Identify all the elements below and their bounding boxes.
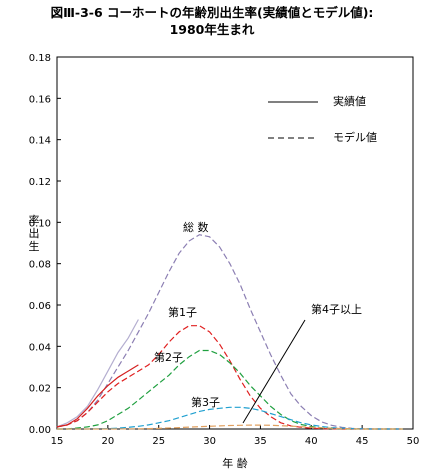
- y-tick-label: 0.14: [29, 136, 51, 147]
- y-tick-label: 0.04: [29, 342, 51, 353]
- series-line-total-actual: [56, 319, 139, 428]
- x-axis: 15 20 25 30 35 40 45 50: [51, 425, 420, 447]
- x-tick-label: 45: [356, 436, 369, 447]
- y-tick-label: 0.02: [29, 384, 51, 395]
- annotation-fourth: 第4子以上: [311, 302, 362, 316]
- x-tick-label: 40: [305, 436, 318, 447]
- plot-frame: [56, 56, 414, 430]
- annotation-third: 第3子: [191, 395, 220, 409]
- y-tick-label: 0.18: [29, 53, 51, 64]
- y-tick-label: 0.08: [29, 260, 51, 271]
- chart-subtitle: 1980年生まれ: [169, 22, 255, 37]
- x-tick-label: 50: [407, 436, 420, 447]
- legend-actual-label: 実績値: [333, 94, 366, 108]
- chart-title: 図Ⅲ-3-6 コーホートの年齢別出生率(実績値とモデル値):: [50, 5, 374, 20]
- series-group: [56, 234, 403, 430]
- y-tick-label: 0.10: [29, 218, 51, 229]
- y-axis: 0.00 0.02 0.04 0.06 0.08 0.10 0.12 0.14 0.16 0.18: [29, 53, 61, 436]
- x-tick-label: 25: [152, 436, 165, 447]
- series-line-first-actual: [56, 364, 139, 428]
- series-line-first-model: [56, 325, 403, 430]
- x-axis-title: 年 齢: [222, 456, 248, 470]
- x-tick-label: 30: [203, 436, 216, 447]
- y-tick-label: 0.16: [29, 94, 51, 105]
- series-line-fourth-model: [57, 424, 403, 430]
- legend-model-label: モデル値: [333, 130, 377, 144]
- y-axis-title-text: 率出生: [29, 213, 40, 253]
- series-line-second-model: [57, 349, 403, 430]
- x-tick-label: 35: [254, 436, 267, 447]
- x-tick-label: 15: [51, 436, 64, 447]
- y-tick-label: 0.00: [29, 425, 51, 436]
- x-tick-label: 20: [101, 436, 114, 447]
- y-tick-label: 0.12: [29, 177, 51, 188]
- y-tick-label: 0.06: [29, 301, 51, 312]
- series-line-total-model: [56, 234, 403, 430]
- annotation-total: 総 数: [183, 220, 209, 234]
- y-axis-title: 率出生: [29, 213, 40, 253]
- annotation-fourth-leader: [242, 319, 306, 424]
- annotation-first: 第1子: [168, 305, 197, 319]
- annotation-second: 第2子: [154, 350, 183, 364]
